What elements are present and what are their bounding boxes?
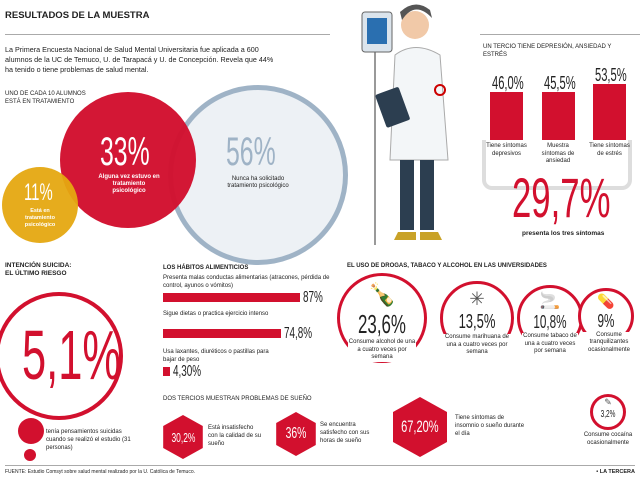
cannabis-leaf-icon: ✳	[469, 288, 485, 310]
red-circle	[60, 92, 196, 228]
dot-small	[24, 449, 36, 461]
sleep-hexagon: 30,2%	[163, 415, 203, 459]
treatment-heading: UNO DE CADA 10 ALUMNOS ESTÁ EN TRATAMIEN…	[5, 91, 86, 105]
suicide-value: 5,1%	[22, 316, 121, 394]
blue-label: Nunca ha solicitado tratamiento psicológ…	[227, 176, 289, 189]
eating-label: Sigue dietas o practica ejercicio intens…	[163, 311, 269, 317]
sleep-hexagon: 36%	[276, 412, 316, 456]
eating-label: Usa laxantes, diuréticos o pastillas par…	[163, 349, 269, 363]
divider	[480, 34, 640, 35]
eating-bar	[163, 293, 301, 302]
intro-text: La Primera Encuesta Nacional de Salud Me…	[5, 45, 274, 74]
eating-bar-value: 74,8%	[284, 325, 313, 342]
drug-value: 3,2%	[600, 409, 616, 420]
sleep-hexagon: 67,20%	[393, 397, 447, 457]
footer-brand: • LA TERCERA	[596, 469, 635, 475]
ashtray-icon: 🚬	[539, 292, 561, 311]
divider	[5, 34, 330, 35]
drug-label: Consume cocaína ocasionalmente	[574, 432, 640, 447]
symptom-bar	[541, 92, 575, 140]
drug-label: Consume tabaco de una a cuatro veces por…	[522, 333, 578, 356]
suicide-heading-1: INTENCIÓN SUICIDA:	[5, 262, 72, 269]
symptom-bar-value: 46,0%	[492, 72, 524, 93]
symptoms-total-label: presenta los tres síntomas	[522, 230, 605, 237]
page-title: RESULTADOS DE LA MUESTRA	[5, 10, 150, 21]
yellow-circle	[2, 167, 78, 243]
symptom-bar-value: 45,5%	[543, 73, 576, 94]
sleep-heading: DOS TERCIOS MUESTRAN PROBLEMAS DE SUEÑO	[163, 396, 312, 402]
suicide-circle	[0, 292, 123, 420]
symptom-bar-label: Muestra síntomas de ansiedad	[541, 143, 575, 164]
eating-bar	[163, 329, 282, 338]
symptom-bar-label: Tiene síntomas de estrés	[589, 143, 630, 157]
symptom-bar-value: 53,5%	[595, 64, 627, 85]
blue-value: 56%	[226, 130, 276, 174]
eating-heading: LOS HÁBITOS ALIMENTICIOS	[163, 265, 249, 271]
drug-label: Consume marihuana de una a cuatro veces …	[443, 334, 511, 357]
drug-label: Consume alcohol de una a cuatro veces po…	[348, 339, 416, 362]
symptoms-bracket	[482, 140, 632, 190]
suicide-label: tenía pensamientos suicidas cuando se re…	[46, 429, 131, 451]
eating-label: Presenta malas conductas alimentarias (a…	[163, 275, 330, 289]
symptoms-heading: UN TERCIO TIENE DEPRESIÓN, ANSIEDAD Y ES…	[483, 44, 612, 58]
suicide-heading: INTENCIÓN SUICIDA: EL ÚLTIMO RIESGO	[5, 262, 95, 278]
footer-source: FUENTE: Estudio Comsyt sobre salud menta…	[5, 469, 195, 475]
dot-large	[18, 418, 44, 444]
drug-label: Consume tranquilizantes ocasionalmente	[580, 331, 638, 355]
bottles-icon: 🍾	[367, 281, 396, 307]
eating-bar	[163, 367, 170, 376]
drug-value: 9%	[597, 310, 615, 331]
eating-bar-value: 4,30%	[172, 363, 201, 380]
sleep-label: Se encuentra satisfecho con sus horas de…	[320, 422, 370, 444]
sleep-label: Está insatisfecho con la calidad de su s…	[208, 425, 262, 447]
drugs-heading: EL USO DE DROGAS, TABACO Y ALCOHOL EN LA…	[347, 263, 547, 269]
sleep-value: 30,2%	[171, 429, 195, 445]
cocaine-icon: ✎	[604, 396, 612, 407]
blue-circle	[168, 85, 348, 265]
symptom-bar	[490, 91, 523, 140]
drug-circle	[590, 394, 626, 430]
symptoms-total: 29,7%	[512, 166, 611, 229]
sleep-value: 36%	[285, 425, 307, 442]
drug-value: 13,5%	[458, 311, 496, 334]
footer-divider	[5, 465, 635, 466]
sleep-label: Tiene síntomas de insomnio o sueño duran…	[455, 415, 525, 437]
eating-bar-value: 87%	[303, 289, 324, 306]
red-value: 33%	[100, 130, 150, 174]
pills-icon: 💊	[597, 293, 615, 310]
suicide-heading-2: EL ÚLTIMO RIESGO	[5, 270, 67, 277]
symptom-bar	[593, 83, 626, 140]
symptom-bar-label: Tiene síntomas depresivos	[486, 143, 527, 157]
drug-value: 10,8%	[533, 312, 567, 333]
yellow-value: 11%	[24, 179, 53, 206]
sleep-value: 67,20%	[401, 417, 439, 436]
drug-value: 23,6%	[358, 309, 406, 340]
red-label: Alguna vez estuvo en tratamiento psicoló…	[98, 174, 160, 194]
yellow-label: Está en tratamiento psicológico	[24, 208, 56, 228]
doctor-illustration	[361, 4, 449, 245]
